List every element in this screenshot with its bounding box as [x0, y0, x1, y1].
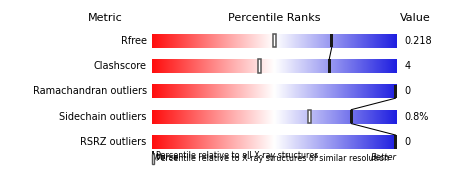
Bar: [258, 59, 261, 73]
Text: 0: 0: [404, 86, 410, 96]
Text: Percentile Ranks: Percentile Ranks: [228, 13, 320, 23]
Text: 0.218: 0.218: [404, 36, 432, 46]
Text: Worse: Worse: [152, 153, 178, 162]
Bar: [350, 110, 353, 123]
Bar: [330, 34, 333, 47]
Bar: [152, 151, 154, 161]
Text: Percentile relative to all X-ray structures: Percentile relative to all X-ray structu…: [156, 151, 318, 160]
Text: Percentile relative to X-ray structures of similar resolution: Percentile relative to X-ray structures …: [156, 154, 389, 163]
Text: 4: 4: [404, 61, 410, 71]
Text: Sidechain outliers: Sidechain outliers: [59, 112, 147, 122]
Text: Better: Better: [371, 153, 397, 162]
Bar: [394, 135, 397, 148]
Bar: [308, 110, 311, 123]
Bar: [328, 59, 331, 73]
Bar: [152, 154, 154, 164]
Text: Ramachandran outliers: Ramachandran outliers: [33, 86, 147, 96]
Bar: [394, 85, 397, 98]
Text: RSRZ outliers: RSRZ outliers: [81, 137, 147, 147]
Text: Clashscore: Clashscore: [94, 61, 147, 71]
Text: Rfree: Rfree: [121, 36, 147, 46]
Text: 0: 0: [404, 137, 410, 147]
Text: Metric: Metric: [88, 13, 123, 23]
Bar: [273, 34, 275, 47]
Text: 0.8%: 0.8%: [404, 112, 428, 122]
Text: Value: Value: [400, 13, 431, 23]
